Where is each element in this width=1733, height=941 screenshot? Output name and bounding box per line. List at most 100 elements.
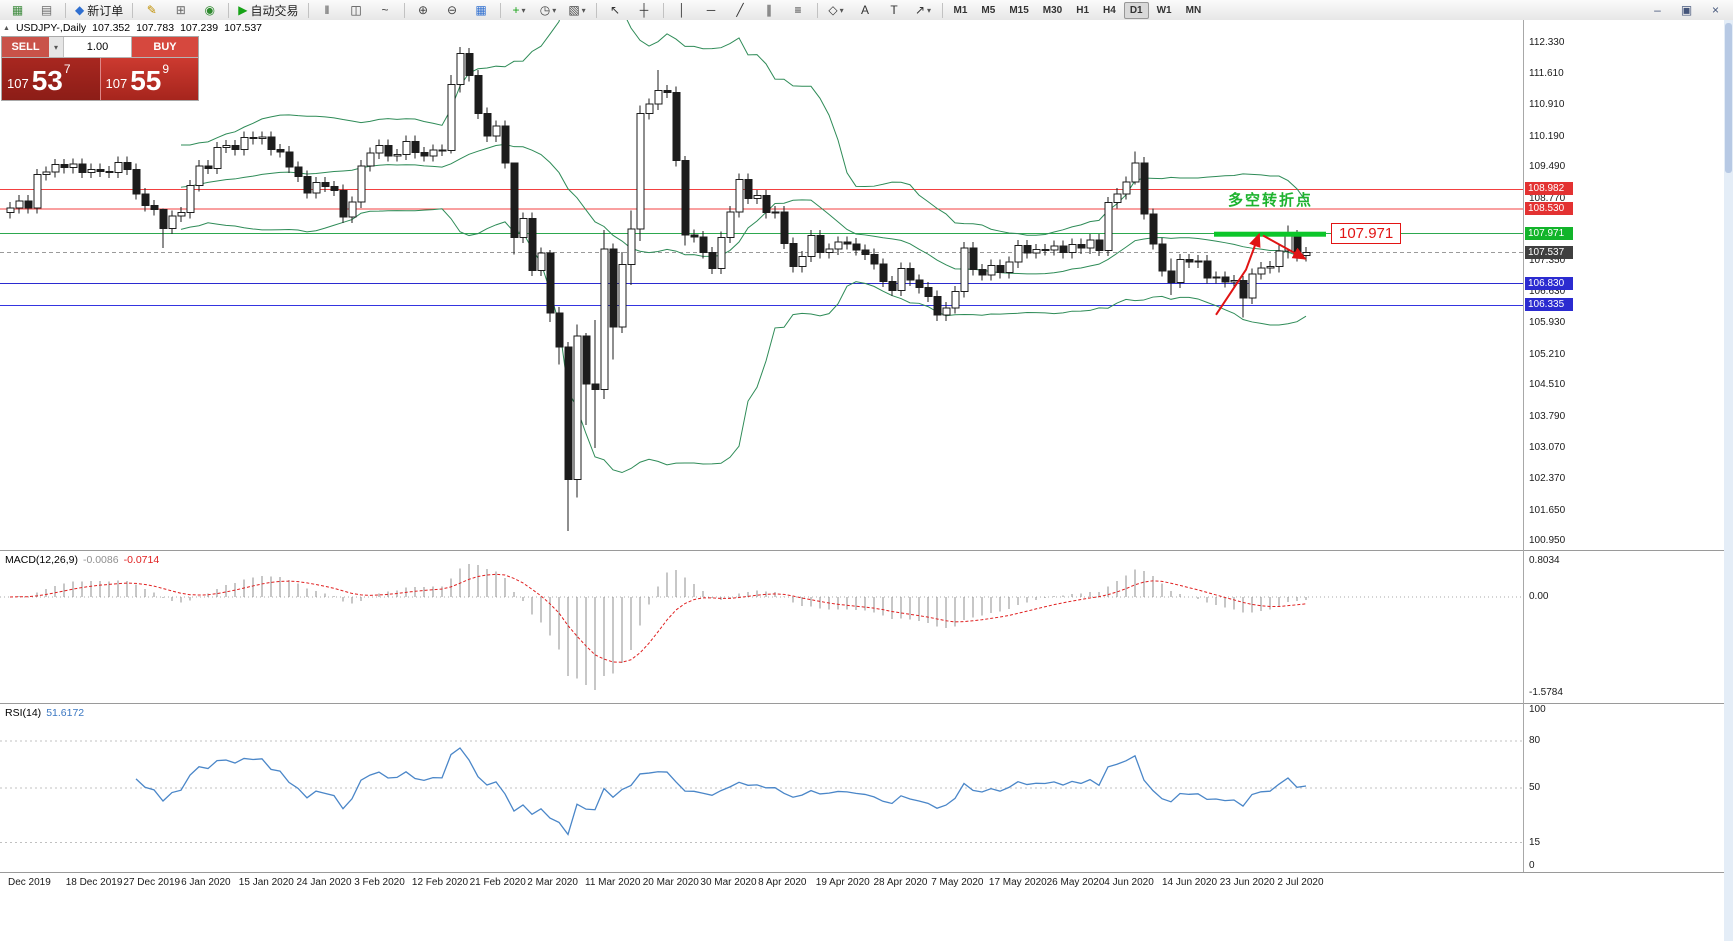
buy-big-figure: 107 xyxy=(105,76,128,91)
date-axis-label: 28 Apr 2020 xyxy=(873,877,928,888)
trendline-button[interactable]: ╱ xyxy=(727,1,754,20)
lot-spinner-icon[interactable]: ▾ xyxy=(49,37,64,57)
toolbar-separator xyxy=(499,2,501,18)
text-button[interactable]: A xyxy=(852,1,879,20)
fibonacci-icon: ≡ xyxy=(794,3,802,17)
minimize-window-button[interactable]: – xyxy=(1644,1,1671,20)
price-axis-label: 111.610 xyxy=(1529,68,1564,80)
dropdown-caret-icon: ▾ xyxy=(839,5,844,15)
timeframe-mn-button[interactable]: MN xyxy=(1185,4,1202,16)
zoom-in-button[interactable]: ⊕ xyxy=(410,1,437,20)
toolbar-separator xyxy=(816,2,818,18)
date-axis-label: 27 Dec 2019 xyxy=(123,877,181,888)
zoom-out-icon: ⊖ xyxy=(446,3,458,17)
shapes-icon: ◇ xyxy=(828,3,838,17)
macd-axis-label: 0.8034 xyxy=(1529,555,1560,566)
templates-button[interactable]: ▧ ▾ xyxy=(564,1,591,20)
cursor-button[interactable]: ↖ xyxy=(602,1,629,20)
periods-icon: ◷ xyxy=(539,3,551,17)
terminal-button[interactable]: ◉ xyxy=(196,1,223,20)
timeframe-h4-button[interactable]: H4 xyxy=(1103,4,1116,16)
buy-button[interactable]: BUY xyxy=(131,37,198,57)
toolbar-separator xyxy=(65,2,66,18)
toolbar-right-group: – ▣ × xyxy=(1643,1,1730,20)
symbol-period-label: USDJPY-,Daily xyxy=(15,22,87,34)
autotrading-button[interactable]: ▶ 自动交易 xyxy=(234,1,302,20)
rsi-name: RSI(14) xyxy=(5,707,42,719)
collapse-panel-icon[interactable]: ▲ xyxy=(3,24,10,32)
lot-size-input[interactable]: 1.00 xyxy=(64,37,131,57)
line-chart-mode-button[interactable]: ~ xyxy=(372,1,399,20)
price-chart-canvas[interactable] xyxy=(0,20,1523,550)
ohlc-high: 107.783 xyxy=(136,22,175,34)
rsi-panel-canvas[interactable] xyxy=(0,704,1523,872)
vertical-line-button[interactable]: │ xyxy=(669,1,696,20)
chart-profiles-button[interactable]: ▤ xyxy=(33,1,60,20)
new-chart-icon: ▦ xyxy=(11,3,24,17)
text-label-button[interactable]: T xyxy=(881,1,908,20)
price-axis-marker: 107.971 xyxy=(1525,226,1573,240)
market-watch-icon: ⊞ xyxy=(175,3,186,17)
shapes-button[interactable]: ◇ ▾ xyxy=(823,1,850,20)
metaeditor-button[interactable]: ✎ xyxy=(138,1,165,20)
price-axis-label: 100.950 xyxy=(1529,535,1566,547)
crosshair-button[interactable]: ┼ xyxy=(631,1,658,20)
equidistant-channel-button[interactable]: ∥ xyxy=(756,1,783,20)
restore-window-icon: ▣ xyxy=(1680,3,1693,17)
date-axis-label: 17 May 2020 xyxy=(988,877,1047,888)
date-axis-label: 26 May 2020 xyxy=(1046,877,1105,888)
sell-button[interactable]: SELL xyxy=(2,37,49,57)
buy-price-display[interactable]: 107 55 9 xyxy=(99,58,198,100)
fibonacci-button[interactable]: ≡ xyxy=(785,1,812,20)
price-axis-marker: 108.530 xyxy=(1525,202,1573,216)
macd-panel-canvas[interactable] xyxy=(0,551,1523,703)
new-order-button[interactable]: ◆ 新订单 xyxy=(71,1,127,20)
timeframe-d1-button[interactable]: D1 xyxy=(1123,1,1149,19)
timeframe-m1-button[interactable]: M1 xyxy=(953,4,968,16)
trendline-icon: ╱ xyxy=(736,3,744,17)
new-chart-button[interactable]: ▦ xyxy=(4,1,31,20)
date-axis-label: 6 Jan 2020 xyxy=(181,877,231,888)
autotrading-icon: ▶ xyxy=(238,3,248,17)
panel-divider[interactable] xyxy=(0,703,1733,704)
vertical-line-icon: │ xyxy=(678,3,686,17)
scrollbar-thumb[interactable] xyxy=(1725,23,1732,173)
market-watch-button[interactable]: ⊞ xyxy=(167,1,194,20)
close-window-icon: × xyxy=(1711,3,1719,17)
arrow-objects-button[interactable]: ↗ ▾ xyxy=(910,1,937,20)
text-icon: A xyxy=(860,3,869,17)
restore-window-button[interactable]: ▣ xyxy=(1673,1,1700,20)
date-axis-label: 18 Dec 2019 xyxy=(65,877,123,888)
zoom-out-button[interactable]: ⊖ xyxy=(439,1,466,20)
macd-axis: 0.8034 0.00 -1.5784 xyxy=(1523,551,1733,703)
indicators-list-button[interactable]: + ▾ xyxy=(506,1,533,20)
close-window-button[interactable]: × xyxy=(1702,1,1729,20)
candlestick-mode-button[interactable]: ◫ xyxy=(343,1,370,20)
panel-divider[interactable] xyxy=(0,550,1733,551)
price-axis-label: 105.930 xyxy=(1529,317,1566,329)
bar-chart-mode-icon: ‖ xyxy=(324,3,330,17)
periods-button[interactable]: ◷ ▾ xyxy=(535,1,562,20)
toolbar: ▦ ▤ ◆ 新订单 ✎ ⊞ ◉ ▶ 自动交易 ‖ ◫ ~ ⊕ ⊖ ▦ + ▾ ◷ ▾ ▧ ▾ ↖ ┼ │ ─ ╱ ∥ ≡ ◇ ▾ A T ↗ ▾ M… xyxy=(0,0,1733,21)
timeframe-h1-button[interactable]: H1 xyxy=(1076,4,1090,16)
price-axis-label: 110.910 xyxy=(1529,98,1565,110)
dropdown-caret-icon: ▾ xyxy=(927,5,932,15)
date-axis: Dec 2019 18 Dec 2019 27 Dec 2019 6 Jan 2020… xyxy=(0,872,1733,895)
tile-windows-button[interactable]: ▦ xyxy=(468,1,495,20)
date-axis-label: 19 Apr 2020 xyxy=(815,877,870,888)
dropdown-caret-icon: ▾ xyxy=(521,5,526,15)
timeframe-m30-button[interactable]: M30 xyxy=(1042,4,1063,16)
horizontal-line-button[interactable]: ─ xyxy=(698,1,725,20)
bar-chart-mode-button[interactable]: ‖ xyxy=(314,1,341,20)
timeframe-m5-button[interactable]: M5 xyxy=(981,4,996,16)
macd-value-2: -0.0714 xyxy=(123,554,160,566)
crosshair-icon: ┼ xyxy=(639,3,649,17)
timeframe-m15-button[interactable]: M15 xyxy=(1009,4,1029,16)
toolbar-separator xyxy=(662,2,664,18)
autotrading-label: 自动交易 xyxy=(250,3,299,18)
vertical-scrollbar[interactable] xyxy=(1724,20,1733,941)
toolbar-separator xyxy=(403,2,405,18)
sell-price-display[interactable]: 107 53 7 xyxy=(2,58,100,100)
timeframe-w1-button[interactable]: W1 xyxy=(1156,4,1172,16)
